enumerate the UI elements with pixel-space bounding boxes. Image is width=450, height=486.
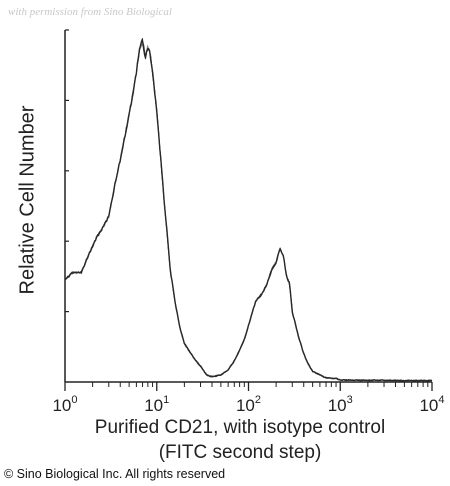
x-axis-label: Purified CD21, with isotype control [94, 417, 386, 438]
x-tick-label: 104 [419, 394, 444, 415]
y-axis-label: Relative Cell Number [16, 105, 39, 295]
copyright-text: © Sino Biological Inc. All rights reserv… [4, 467, 226, 481]
chart-axes [64, 29, 433, 391]
histogram-trace-shadow [64, 43, 433, 382]
x-tick-label: 102 [236, 394, 261, 415]
x-tick-label: 101 [144, 394, 169, 415]
histogram-trace [64, 40, 433, 382]
x-axis-sublabel: (FITC second step) [158, 442, 322, 463]
x-tick-label: 100 [52, 394, 77, 415]
x-axis-ticks: 100 101 102 103 104 [52, 394, 444, 415]
watermark-text: with permission from Sino Biological [8, 6, 172, 18]
histogram-trace-overlay [64, 38, 433, 382]
histogram-traces [64, 38, 433, 382]
x-tick-label: 103 [328, 394, 353, 415]
